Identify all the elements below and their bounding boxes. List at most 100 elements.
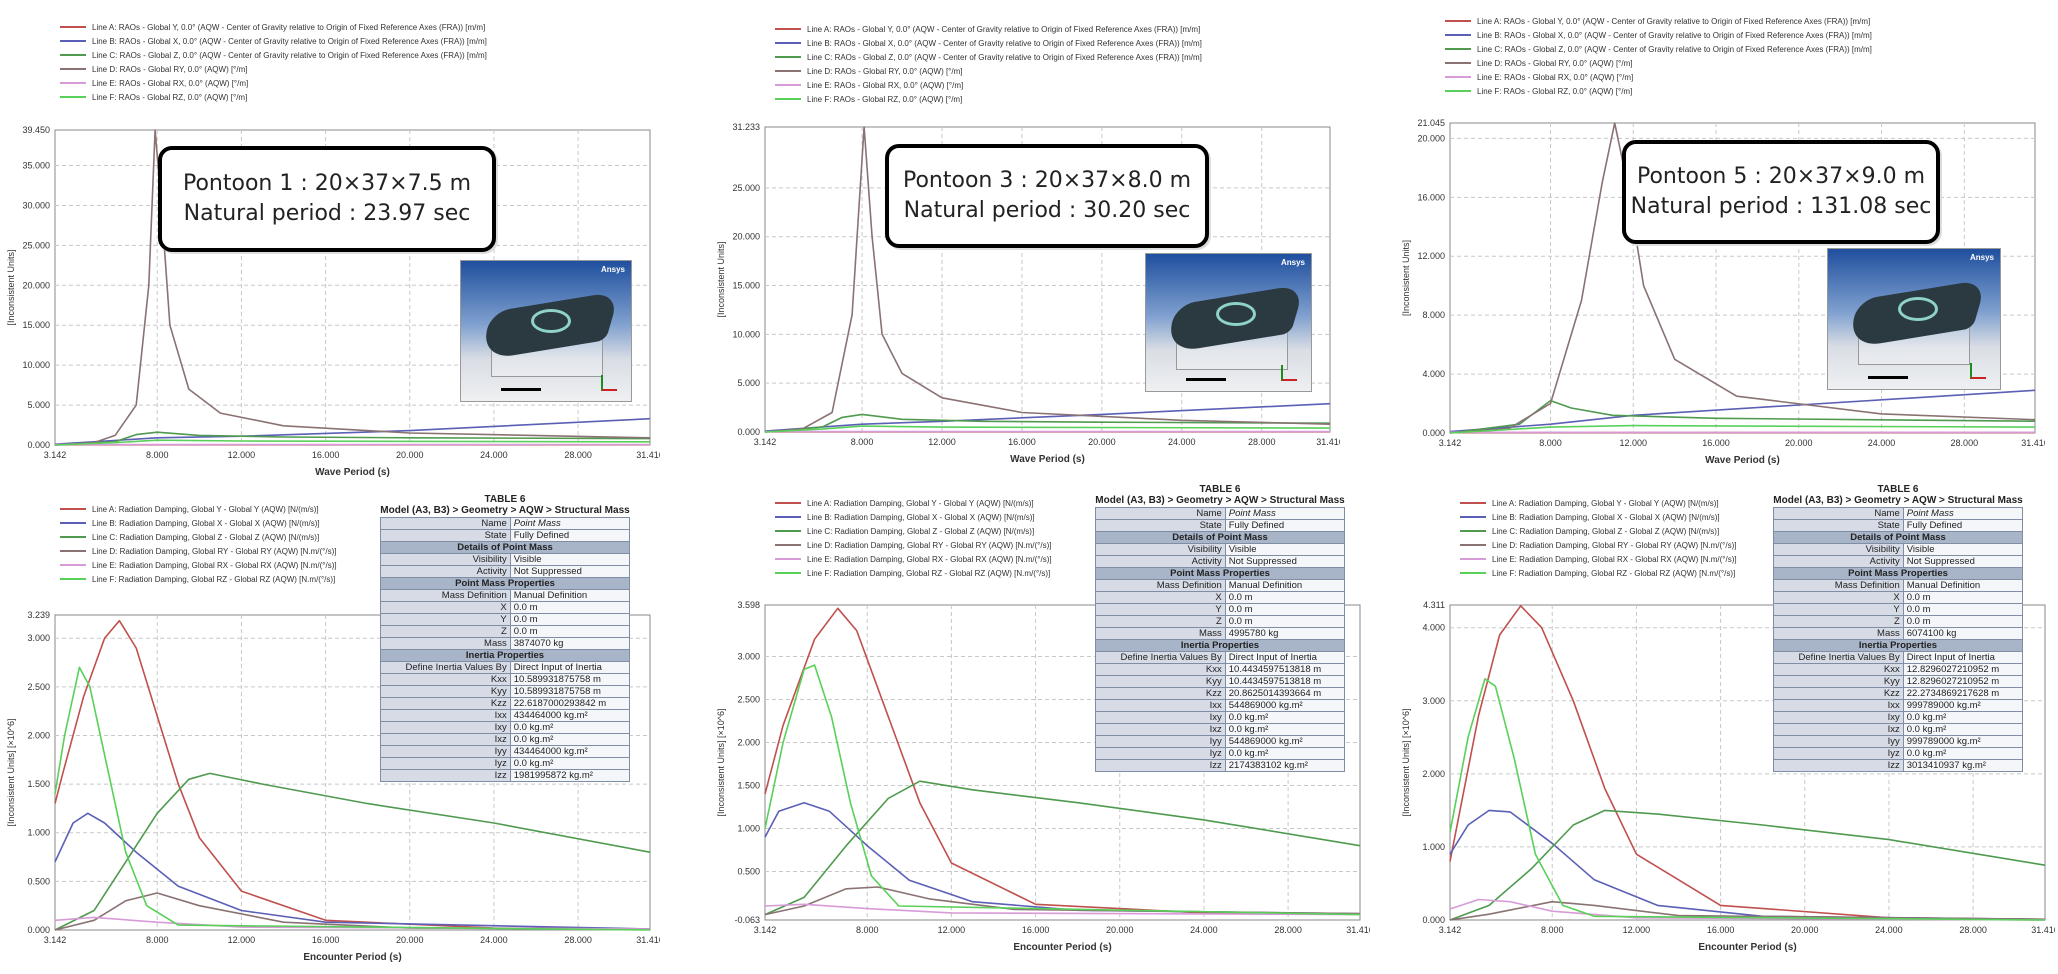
legend-label: Line F: RAOs - Global RZ, 0.0° (AQW) [°/… (92, 92, 248, 102)
table-row: Izz 1981995872 kg.m² (380, 769, 631, 782)
legend-swatch (775, 42, 801, 44)
property-value: 0.0 m (1224, 591, 1346, 604)
table-row: Y 0.0 m (1773, 603, 2024, 616)
legend-entry: Line C: Radiation Damping, Global Z - Gl… (775, 524, 1052, 538)
y-tick-label: 2.500 (27, 682, 50, 692)
legend-swatch (60, 536, 86, 538)
legend-label: Line D: Radiation Damping, Global RY - G… (92, 546, 337, 556)
legend-swatch (1460, 558, 1486, 560)
legend-swatch (1445, 34, 1471, 36)
section-header: Point Mass Properties (380, 577, 630, 590)
x-tick-label: 20.000 (1106, 925, 1134, 935)
scale-bar (501, 388, 541, 391)
legend-entry: Line F: RAOs - Global RZ, 0.0° (AQW) [°/… (60, 90, 487, 104)
property-name: Kzz (380, 697, 511, 710)
legend-swatch (775, 98, 801, 100)
legend-label: Line A: RAOs - Global Y, 0.0° (AQW - Cen… (1477, 16, 1871, 26)
legend-swatch (60, 26, 86, 28)
x-tick-label: 24.000 (1190, 925, 1218, 935)
property-name: Ixz (1773, 723, 1904, 736)
legend-entry: Line B: RAOs - Global X, 0.0° (AQW - Cen… (60, 34, 487, 48)
property-value: 434464000 kg.m² (509, 709, 631, 722)
pontoon-ring (1216, 302, 1256, 326)
property-name: Iyy (1773, 735, 1904, 748)
table-row: Inertia Properties (1095, 639, 1345, 652)
y-axis-label: [Inconsistent Units] [×10^6] (6, 718, 16, 826)
x-tick-label: 3.142 (44, 935, 67, 945)
y-tick-label: 3.000 (1422, 696, 1445, 706)
legend-entry: Line E: Radiation Damping, Global RX - G… (60, 558, 337, 572)
y-tick-label: 15.000 (22, 320, 50, 330)
legend-label: Line B: RAOs - Global X, 0.0° (AQW - Cen… (92, 36, 487, 46)
x-tick-label: 31.416 (636, 935, 660, 945)
series-line-line-c (54, 772, 651, 931)
property-name: Define Inertia Values By (1095, 651, 1226, 664)
rao-legend-2: Line A: RAOs - Global Y, 0.0° (AQW - Cen… (775, 22, 1202, 106)
table-row: Define Inertia Values By Direct Input of … (1773, 651, 2024, 664)
table-row: Ixz 0.0 kg.m² (1095, 723, 1346, 736)
x-tick-label: 12.000 (228, 450, 256, 460)
table-subtitle: Model (A3, B3) > Geometry > AQW > Struct… (1095, 495, 1345, 506)
table-row: Ixz 0.0 kg.m² (1773, 723, 2024, 736)
property-value: 0.0 m (509, 625, 631, 638)
x-tick-label: 12.000 (228, 935, 256, 945)
series-line-line-f (54, 439, 651, 446)
y-axis-label: [Inconsistent Units] [×10^6] (1401, 708, 1411, 816)
y-tick-label: 25.000 (22, 240, 50, 250)
x-tick-label: 20.000 (1088, 437, 1116, 447)
property-value: 0.0 kg.m² (509, 757, 631, 770)
table-row: State Fully Defined (380, 529, 631, 542)
x-tick-label: 3.142 (1439, 438, 1462, 448)
property-value: 2174383102 kg.m² (1224, 759, 1346, 772)
property-value: 12.8296027210952 m (1902, 675, 2024, 688)
y-tick-label: 0.000 (27, 440, 50, 450)
x-tick-label: 8.000 (146, 450, 169, 460)
series-line-line-a (1449, 605, 2046, 921)
legend-swatch (1445, 20, 1471, 22)
y-axis-label: [Inconsistent Units] (1401, 240, 1411, 316)
legend-entry: Line A: Radiation Damping, Global Y - Gl… (1460, 496, 1737, 510)
section-header: Inertia Properties (1773, 639, 2023, 652)
property-name: Activity (380, 565, 511, 578)
property-name: Kxx (1773, 663, 1904, 676)
x-tick-label: 24.000 (1875, 925, 1903, 935)
table-row: Details of Point Mass (1095, 531, 1345, 544)
x-axis-label: Wave Period (s) (315, 467, 390, 478)
legend-swatch (775, 544, 801, 546)
x-axis-label: Wave Period (s) (1010, 454, 1085, 465)
property-name: Name (380, 517, 511, 530)
table-row: Activity Not Suppressed (1095, 555, 1346, 568)
y-tick-label: 5.000 (737, 378, 760, 388)
property-name: Activity (1095, 555, 1226, 568)
y-axis-label: [Inconsistent Units] (716, 241, 726, 317)
series-line-line-c (54, 431, 651, 446)
property-name: Ixx (1773, 699, 1904, 712)
property-name: Izz (1095, 759, 1226, 772)
legend-swatch (60, 508, 86, 510)
x-axis-label: Encounter Period (s) (303, 952, 401, 963)
property-value: 0.0 m (1224, 615, 1346, 628)
property-name: Iyz (380, 757, 511, 770)
legend-label: Line A: Radiation Damping, Global Y - Gl… (1492, 498, 1719, 508)
x-tick-label: 31.416 (1316, 437, 1340, 447)
property-name: Name (1095, 507, 1226, 520)
section-header: Point Mass Properties (1095, 567, 1345, 580)
table-row: Kzz 22.2734869217628 m (1773, 687, 2024, 700)
x-tick-label: 12.000 (1623, 925, 1651, 935)
property-name: X (1773, 591, 1904, 604)
legend-swatch (775, 56, 801, 58)
x-tick-label: 3.142 (754, 925, 777, 935)
y-tick-label: 1.000 (737, 824, 760, 834)
table-row: Inertia Properties (1773, 639, 2023, 652)
property-name: Mass (380, 637, 511, 650)
property-value: Point Mass (1902, 507, 2024, 520)
legend-label: Line D: Radiation Damping, Global RY - G… (807, 540, 1052, 550)
series-line-line-f (1449, 678, 2046, 921)
legend-entry: Line D: RAOs - Global RY, 0.0° (AQW) [°/… (775, 64, 1202, 78)
property-value: 3874070 kg (509, 637, 631, 650)
callout-period: Natural period : 131.08 sec (1630, 194, 1932, 219)
table-row: Kzz 20.8625014393664 m (1095, 687, 1346, 700)
property-value: Fully Defined (1902, 519, 2024, 532)
x-tick-label: 8.000 (851, 437, 874, 447)
x-axis-label: Encounter Period (s) (1698, 942, 1796, 953)
